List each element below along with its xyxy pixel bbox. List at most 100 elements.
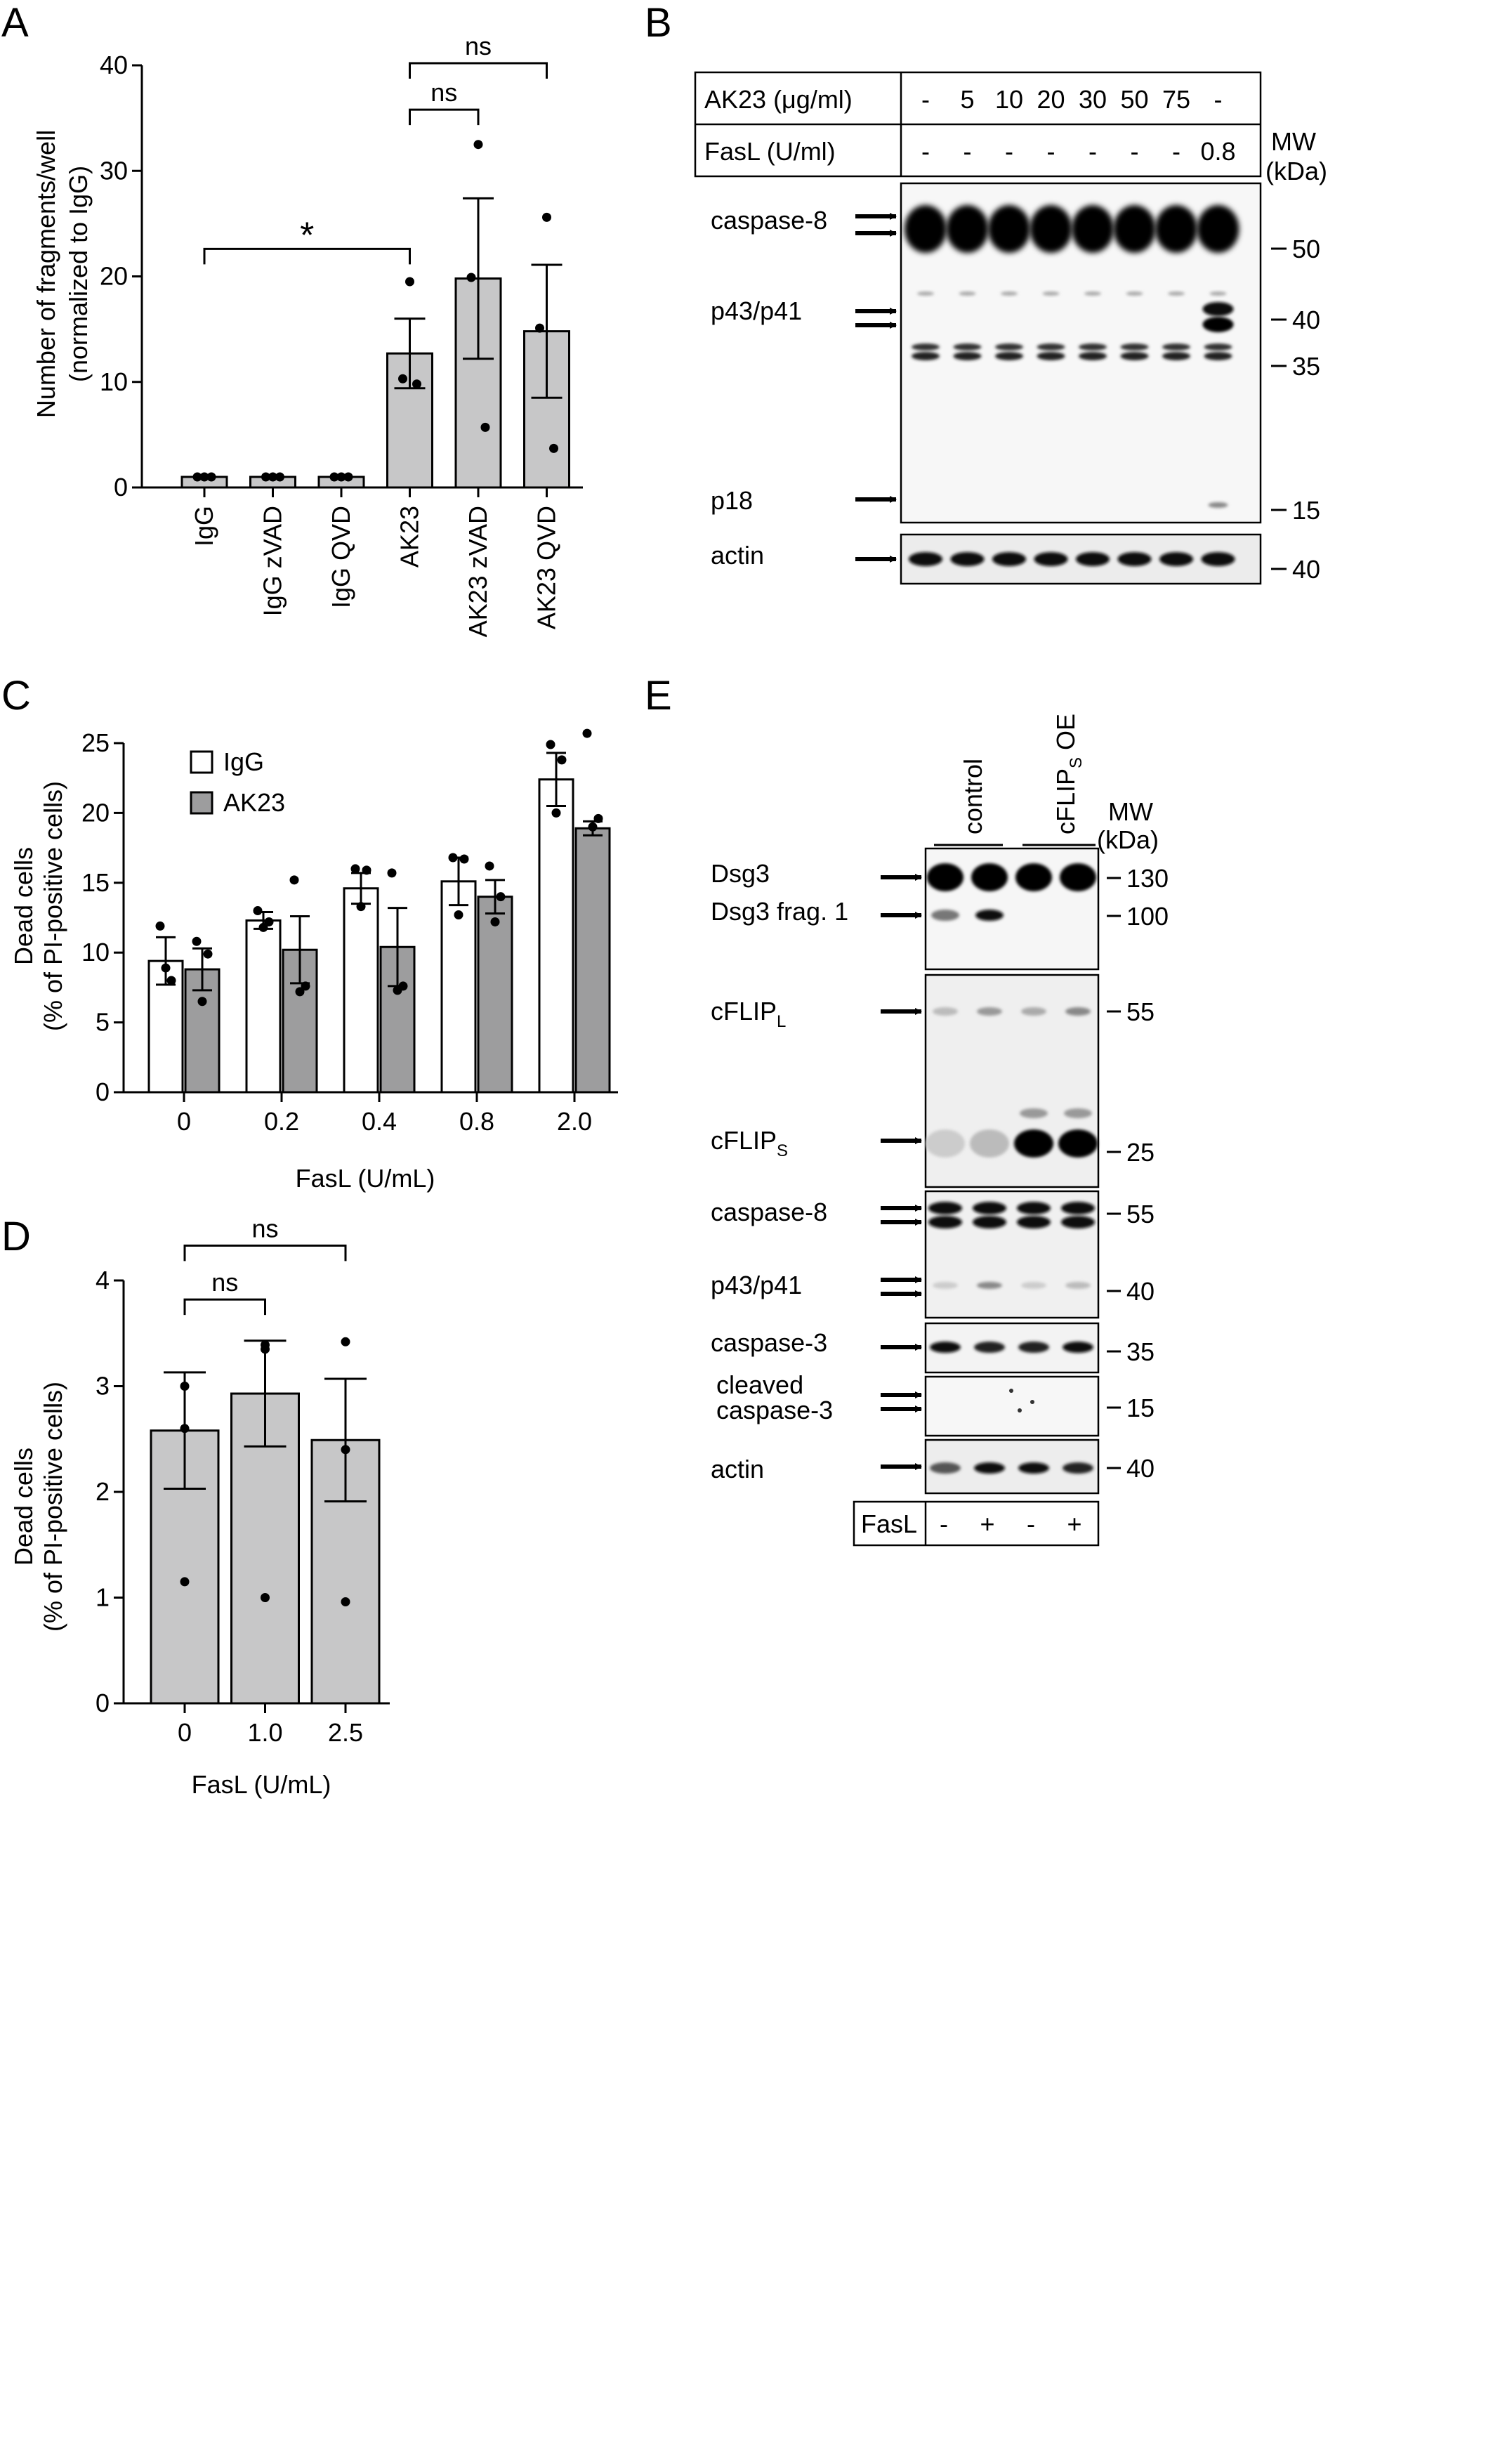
band-p43p41 [1021, 1282, 1046, 1289]
significance-label: ns [251, 1214, 278, 1243]
panel-a-chart: 0 10 20 30 40 IgG IgG zVAD IgG QVD AK23 AK23 zVAD… [100, 32, 583, 637]
band-actin [909, 552, 942, 566]
band-caspase3 [930, 1342, 961, 1353]
significance-bracket [409, 62, 548, 79]
panel-c-letter: C [1, 673, 31, 719]
panel-e-marker-25: 25 [1126, 1138, 1155, 1167]
y-tick-label: 20 [81, 798, 110, 827]
data-point [161, 963, 171, 973]
panel-c-y-label-line2: (% of PI-positive cells) [39, 781, 67, 1031]
significance-label: ns [211, 1268, 238, 1297]
x-tick-label: IgG QVD [327, 506, 355, 608]
data-point [275, 472, 284, 482]
data-point [155, 921, 165, 931]
panel-e: E control cFLIPS OE MW (kDa) Dsg3 Dsg3 f… [645, 673, 1169, 1547]
blot-speck [1030, 1400, 1034, 1404]
panel-b-p18-label: p18 [711, 486, 753, 515]
data-point [473, 140, 483, 150]
panel-b-marker-15: 15 [1292, 496, 1320, 525]
significance-bracket [183, 1244, 347, 1262]
panel-b-actin-blot [900, 533, 1262, 585]
band-35a [1120, 343, 1149, 350]
x-tick-label: AK23 zVAD [463, 506, 492, 637]
band-dsg3-frag [931, 910, 959, 921]
panel-b-ak23-values: -5 10 20 30 50 75- [921, 85, 1223, 114]
data-point [588, 822, 598, 832]
band-caspase8 [1155, 205, 1197, 253]
band-faint [917, 291, 934, 296]
band-actin [1159, 552, 1193, 566]
band-35b [912, 352, 940, 360]
x-tick-label: 0.4 [362, 1107, 397, 1136]
panel-e-arrows [881, 874, 922, 1470]
band-p18 [1208, 502, 1228, 508]
band-35b [1120, 352, 1149, 360]
band-actin [1018, 1462, 1049, 1474]
x-tick-label: 2.0 [557, 1107, 592, 1136]
band-dsg3 [1015, 863, 1052, 891]
data-point [593, 813, 603, 823]
data-point [199, 472, 209, 482]
panel-c-chart: 0 5 10 15 20 25 0 0.2 0.4 0.8 2.0 IgG AK23 [81, 728, 618, 1136]
data-point [261, 1344, 270, 1354]
significance-bracket [409, 108, 480, 126]
band-faint [1126, 291, 1143, 296]
fasl-value: - [921, 137, 930, 166]
band-caspase8-a [1017, 1202, 1051, 1214]
band-cflips [926, 1129, 965, 1158]
band-caspase8-a [928, 1202, 962, 1214]
y-tick-label: 25 [81, 728, 110, 757]
band-caspase8 [1030, 205, 1072, 253]
panel-b-letter: B [645, 0, 672, 46]
ak23-value: 5 [960, 85, 974, 114]
panel-e-labels: Dsg3 Dsg3 frag. 1 cFLIPL cFLIPS caspase-… [711, 859, 848, 1483]
x-tick-label: AK23 QVD [532, 506, 561, 629]
band-caspase8-a [973, 1202, 1006, 1214]
legend-label-igg: IgG [223, 747, 264, 776]
data-point [166, 976, 176, 985]
blot-cleaved-caspase3 [924, 1375, 1100, 1437]
data-point [343, 472, 353, 482]
panel-e-p43p41-label: p43/p41 [711, 1271, 802, 1299]
panel-a: A Number of fragments/well (normalized t… [1, 0, 583, 637]
fasl-value: - [1131, 137, 1139, 166]
data-point [341, 1337, 350, 1346]
y-tick-label: 2 [96, 1477, 110, 1506]
ak23-value: 30 [1079, 85, 1107, 114]
data-point [387, 868, 397, 878]
band-faint [1168, 291, 1185, 296]
band-p43 [1202, 302, 1234, 316]
band-35a [1037, 343, 1065, 350]
panel-b-marker-50: 50 [1292, 235, 1320, 263]
fasl-value: - [963, 137, 972, 166]
bar-ak23 [574, 827, 611, 1094]
panel-e-marker-55: 55 [1126, 997, 1155, 1026]
legend-swatch-igg [190, 750, 213, 774]
panel-b-caspase8-label: caspase-8 [711, 206, 827, 235]
panel-b: B AK23 (μg/ml) FasL (U/ml) -5 10 20 30 50 75-… [645, 0, 1327, 585]
data-point [350, 864, 360, 874]
band-p41 [1202, 317, 1234, 332]
band-p43p41 [933, 1282, 958, 1289]
panel-e-fasl-table: FasL - + - + [853, 1500, 1100, 1547]
blot-speck [1009, 1389, 1013, 1393]
panel-e-cflipl-label: cFLIPL [711, 997, 786, 1031]
x-tick-label: 0.2 [264, 1107, 299, 1136]
band-faint [1042, 291, 1060, 296]
data-point [480, 422, 490, 432]
panel-e-control-header: control [959, 759, 987, 834]
band-dsg3-frag [975, 910, 1004, 921]
y-tick-label: 20 [100, 262, 128, 291]
data-point [203, 949, 213, 959]
band-dsg3 [971, 863, 1008, 891]
data-point [546, 740, 555, 749]
panel-e-marker-40: 40 [1126, 1277, 1155, 1306]
data-point [405, 277, 414, 287]
y-tick-label: 10 [100, 367, 128, 396]
band-cflips [970, 1129, 1009, 1158]
data-point [535, 323, 544, 333]
x-tick-label: 1.0 [247, 1718, 282, 1747]
band-caspase8-b [1017, 1216, 1051, 1228]
data-point [485, 861, 494, 871]
band-cflipl [977, 1007, 1002, 1016]
